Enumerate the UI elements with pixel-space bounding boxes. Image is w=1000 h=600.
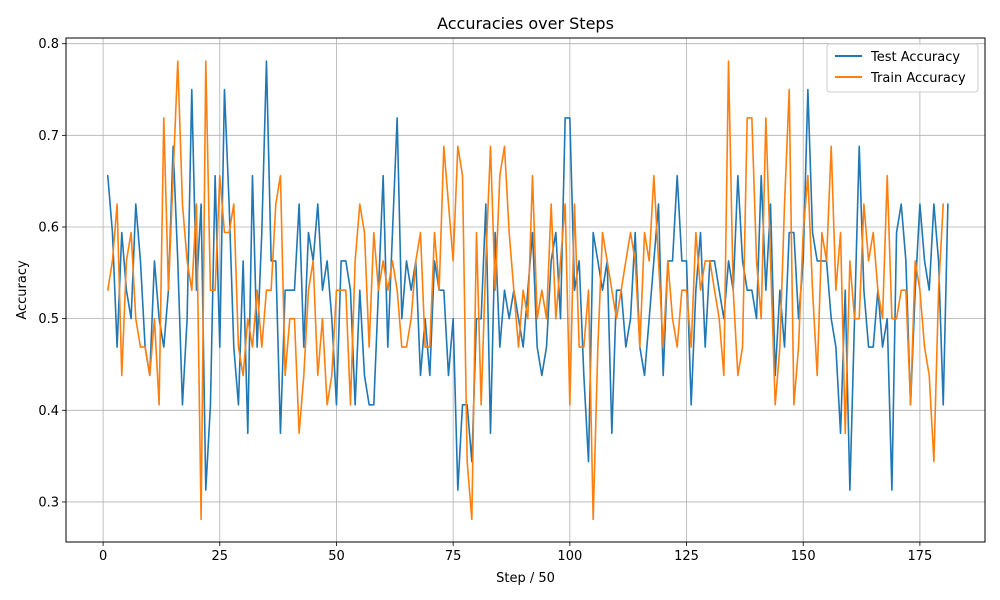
axis-ticks: 0 25 50 75 100 125 150 175 0.3 0.4 0.5 0.6 0.7 0.8 [38,37,932,564]
y-tick-label: 0.3 [38,495,59,510]
x-tick-label: 175 [907,549,932,564]
legend-box [826,43,979,93]
x-tick-label: 150 [791,549,816,564]
test-accuracy-line [106,60,949,491]
chart-title: Accuracies over Steps [437,14,614,33]
plot-frame [65,37,986,543]
x-tick-label: 50 [328,549,345,564]
y-tick-label: 0.5 [38,312,59,327]
plot-series [106,60,949,521]
y-axis-label: Accuracy [15,260,30,320]
y-tick-label: 0.7 [38,129,59,144]
y-tick-label: 0.6 [38,220,59,235]
x-tick-label: 125 [674,549,699,564]
x-tick-label: 75 [445,549,462,564]
y-tick-label: 0.4 [38,404,59,419]
legend: Test Accuracy Train Accuracy [826,43,979,93]
x-axis-label: Step / 50 [496,571,555,586]
x-tick-label: 25 [212,549,229,564]
legend-label-train: Train Accuracy [870,71,966,86]
legend-label-test: Test Accuracy [870,50,960,65]
train-accuracy-line [106,60,945,521]
x-tick-label: 0 [99,549,107,564]
y-tick-label: 0.8 [38,37,59,52]
x-tick-label: 100 [557,549,582,564]
